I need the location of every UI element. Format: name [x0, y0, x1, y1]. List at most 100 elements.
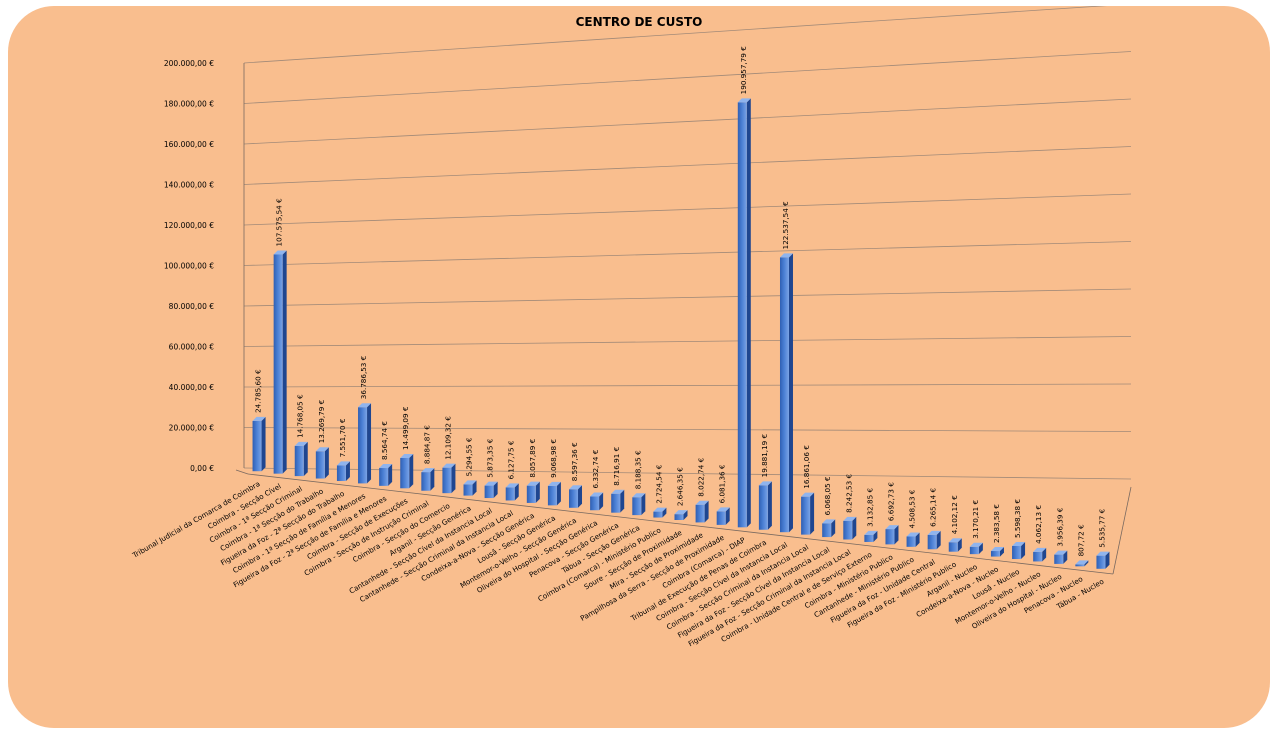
bar-top: [379, 464, 393, 469]
bar: [1012, 545, 1022, 560]
bar-top: [801, 492, 815, 497]
y-tick-label: 180.000,00 €: [164, 100, 214, 109]
bar-side: [746, 98, 751, 528]
bar-side: [303, 441, 308, 477]
grid-line: [243, 383, 1132, 388]
bar: [822, 523, 832, 538]
data-label: 4.102,12 €: [950, 495, 959, 534]
bar-chart: CENTRO DE CUSTO 0,00 € 20.000,00 € 40.000,…: [130, 6, 1132, 648]
bar-side: [767, 481, 772, 530]
bar: [674, 514, 684, 520]
bar-side: [936, 530, 941, 550]
bar: [421, 472, 431, 491]
bar-top: [315, 447, 329, 452]
bar-side: [978, 542, 983, 555]
bar: [969, 546, 979, 555]
data-label: 24.785,60 €: [254, 369, 263, 413]
data-label: 3.132,85 €: [865, 488, 874, 527]
data-label: 4.062,13 €: [1034, 505, 1043, 544]
bar-side: [1042, 547, 1047, 562]
data-label: 6.127,75 €: [507, 440, 516, 479]
bar-side: [662, 507, 667, 518]
y-tick-label: 120.000,00 €: [164, 221, 214, 230]
bar-top: [653, 507, 667, 512]
grid-line: [243, 288, 1132, 307]
data-label: 5.873,35 €: [486, 438, 495, 477]
data-label: 6.332,74 €: [591, 449, 600, 488]
bar-top: [1075, 560, 1089, 565]
bar-top: [843, 516, 857, 521]
bar-side: [282, 250, 287, 474]
bar: [948, 542, 958, 552]
bar-top: [906, 532, 920, 537]
bar-top: [779, 253, 793, 258]
bar-top: [758, 481, 772, 486]
bar: [505, 487, 515, 501]
grid-line: [243, 193, 1132, 226]
bar-side: [367, 403, 372, 484]
data-label: 2.724,54 €: [654, 464, 663, 503]
bar-top: [505, 483, 519, 488]
bar-top: [547, 481, 561, 486]
data-label: 5.598,38 €: [1013, 499, 1022, 538]
data-label: 5.535,77 €: [1097, 508, 1106, 547]
data-labels: 24.785,60 € 107.575,54 € 14.768,05 € 13.269…: [254, 46, 1107, 557]
bar: [653, 511, 663, 518]
y-tick-label: 20.000,00 €: [169, 424, 215, 433]
bar-side: [788, 253, 793, 533]
bar-side: [514, 483, 519, 501]
bar: [801, 496, 811, 535]
bar-side: [704, 500, 709, 523]
bar-side: [810, 492, 815, 535]
data-label: 8.884,87 €: [422, 425, 431, 464]
bar-top: [737, 98, 751, 103]
bar-side: [725, 507, 730, 525]
data-label: 6.265,14 €: [929, 488, 938, 527]
grid-line: [243, 98, 1132, 145]
bar-top: [336, 461, 350, 466]
y-tick-label: 200.000,00 €: [164, 59, 214, 68]
bar-side: [599, 492, 604, 511]
bar: [400, 458, 410, 489]
data-label: 19.881,19 €: [760, 433, 769, 477]
bar-top: [569, 485, 583, 490]
floor-edge-front: [247, 473, 1114, 575]
bar-top: [590, 492, 604, 497]
bar-side: [345, 461, 350, 481]
data-label: 7.551,70 €: [338, 418, 347, 457]
y-tick-label: 140.000,00 €: [164, 181, 214, 190]
bar-side: [493, 481, 498, 499]
bar: [758, 485, 768, 530]
bar-top: [674, 510, 688, 515]
chart-panel: CENTRO DE CUSTO 0,00 € 20.000,00 € 40.000,…: [8, 6, 1270, 728]
data-label: 4.508,53 €: [908, 489, 917, 528]
bar: [315, 451, 325, 479]
bar-top: [1033, 547, 1047, 552]
bar-side: [578, 485, 583, 508]
bar-side: [641, 493, 646, 516]
bar-side: [873, 530, 878, 542]
data-label: 8.564,74 €: [380, 421, 389, 460]
bar-side: [472, 480, 477, 496]
data-label: 6.081,36 €: [718, 464, 727, 503]
bar-side: [451, 463, 456, 494]
bar-top: [990, 547, 1004, 552]
bar-top: [421, 468, 435, 473]
bar: [547, 485, 557, 506]
bar-side: [957, 538, 962, 552]
bar: [358, 407, 368, 484]
bar-side: [1105, 551, 1110, 569]
bar-top: [1096, 551, 1110, 556]
data-label: 16.861,06 €: [802, 445, 811, 489]
data-label: 9.068,98 €: [549, 439, 558, 478]
bar-side: [831, 519, 836, 538]
data-label: 807,72 €: [1076, 524, 1085, 556]
data-label: 8.022,74 €: [697, 457, 706, 496]
bar: [737, 102, 747, 528]
grid-line: [243, 51, 1132, 104]
bar: [273, 254, 283, 474]
grid-line: [243, 427, 1132, 432]
bar-side: [556, 481, 561, 506]
bar-side: [535, 481, 540, 503]
bar-top: [252, 416, 266, 421]
